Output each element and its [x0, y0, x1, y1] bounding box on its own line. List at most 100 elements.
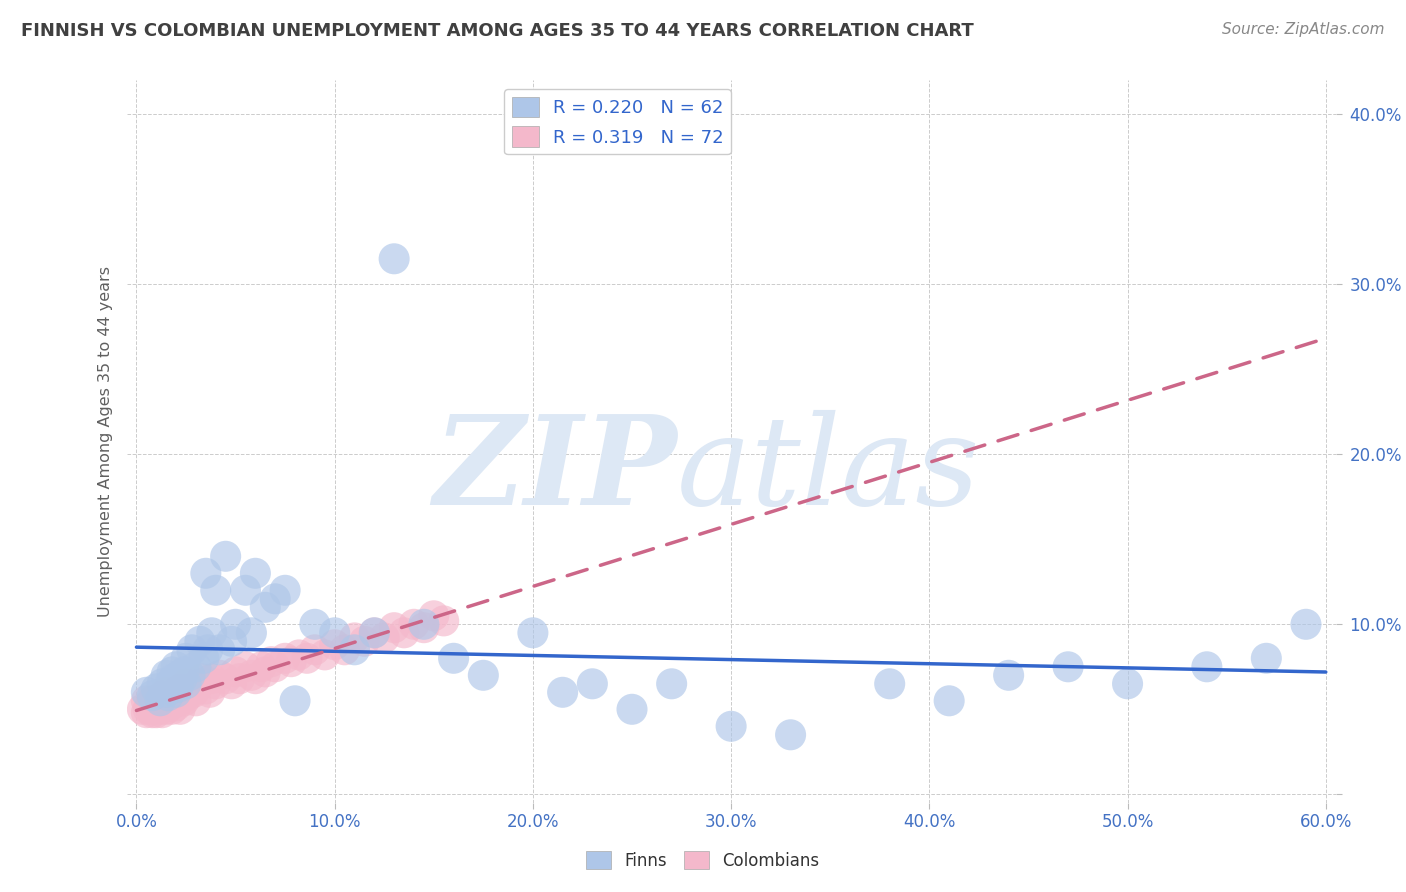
- Point: [174, 677, 197, 691]
- Point: [295, 651, 318, 665]
- Point: [443, 651, 465, 665]
- Point: [363, 625, 385, 640]
- Point: [149, 694, 172, 708]
- Point: [165, 685, 187, 699]
- Point: [284, 694, 307, 708]
- Point: [260, 655, 283, 669]
- Point: [160, 665, 183, 679]
- Point: [181, 681, 204, 696]
- Point: [201, 625, 224, 640]
- Point: [235, 583, 257, 598]
- Point: [1195, 660, 1218, 674]
- Text: ZIP: ZIP: [433, 409, 676, 532]
- Point: [181, 642, 204, 657]
- Point: [194, 681, 217, 696]
- Point: [153, 698, 176, 713]
- Point: [225, 617, 247, 632]
- Point: [879, 677, 901, 691]
- Point: [149, 694, 172, 708]
- Point: [250, 660, 273, 674]
- Point: [173, 694, 195, 708]
- Point: [245, 566, 267, 581]
- Point: [661, 677, 683, 691]
- Point: [373, 631, 395, 645]
- Point: [169, 668, 191, 682]
- Point: [155, 702, 177, 716]
- Point: [264, 591, 287, 606]
- Legend: R = 0.220   N = 62, R = 0.319   N = 72: R = 0.220 N = 62, R = 0.319 N = 72: [505, 89, 731, 154]
- Point: [382, 621, 405, 635]
- Point: [288, 648, 311, 662]
- Point: [135, 694, 157, 708]
- Point: [472, 668, 495, 682]
- Point: [621, 702, 644, 716]
- Point: [235, 660, 257, 674]
- Point: [150, 677, 173, 691]
- Point: [581, 677, 603, 691]
- Point: [274, 583, 297, 598]
- Point: [245, 672, 267, 686]
- Point: [157, 689, 180, 703]
- Point: [193, 651, 215, 665]
- Point: [167, 694, 190, 708]
- Point: [228, 672, 250, 686]
- Point: [204, 583, 226, 598]
- Point: [423, 608, 446, 623]
- Point: [720, 719, 742, 733]
- Point: [135, 685, 157, 699]
- Point: [240, 668, 263, 682]
- Point: [274, 651, 297, 665]
- Point: [208, 642, 231, 657]
- Point: [179, 668, 201, 682]
- Point: [184, 694, 207, 708]
- Point: [174, 685, 197, 699]
- Point: [145, 706, 167, 720]
- Point: [170, 672, 193, 686]
- Point: [191, 672, 214, 686]
- Point: [323, 638, 346, 652]
- Point: [170, 689, 193, 703]
- Point: [177, 689, 200, 703]
- Point: [188, 677, 211, 691]
- Point: [392, 625, 415, 640]
- Point: [412, 617, 434, 632]
- Point: [163, 672, 186, 686]
- Point: [159, 698, 181, 713]
- Point: [254, 600, 277, 615]
- Point: [141, 689, 163, 703]
- Point: [343, 631, 366, 645]
- Point: [1116, 677, 1139, 691]
- Y-axis label: Unemployment Among Ages 35 to 44 years: Unemployment Among Ages 35 to 44 years: [97, 266, 112, 617]
- Point: [221, 634, 243, 648]
- Point: [174, 677, 197, 691]
- Point: [551, 685, 574, 699]
- Point: [141, 694, 163, 708]
- Point: [165, 698, 187, 713]
- Point: [141, 706, 163, 720]
- Text: FINNISH VS COLOMBIAN UNEMPLOYMENT AMONG AGES 35 TO 44 YEARS CORRELATION CHART: FINNISH VS COLOMBIAN UNEMPLOYMENT AMONG …: [21, 22, 974, 40]
- Point: [160, 689, 183, 703]
- Point: [201, 672, 224, 686]
- Point: [138, 702, 160, 716]
- Point: [402, 617, 425, 632]
- Point: [353, 634, 375, 648]
- Point: [240, 625, 263, 640]
- Point: [204, 677, 226, 691]
- Point: [135, 706, 157, 720]
- Point: [169, 702, 191, 716]
- Point: [173, 665, 195, 679]
- Point: [150, 706, 173, 720]
- Point: [198, 685, 221, 699]
- Point: [522, 625, 544, 640]
- Point: [169, 681, 191, 696]
- Point: [333, 642, 356, 657]
- Point: [382, 252, 405, 266]
- Point: [197, 642, 219, 657]
- Point: [214, 672, 236, 686]
- Point: [167, 680, 190, 694]
- Point: [148, 698, 170, 713]
- Point: [145, 681, 167, 696]
- Point: [304, 642, 326, 657]
- Point: [225, 665, 247, 679]
- Point: [254, 665, 277, 679]
